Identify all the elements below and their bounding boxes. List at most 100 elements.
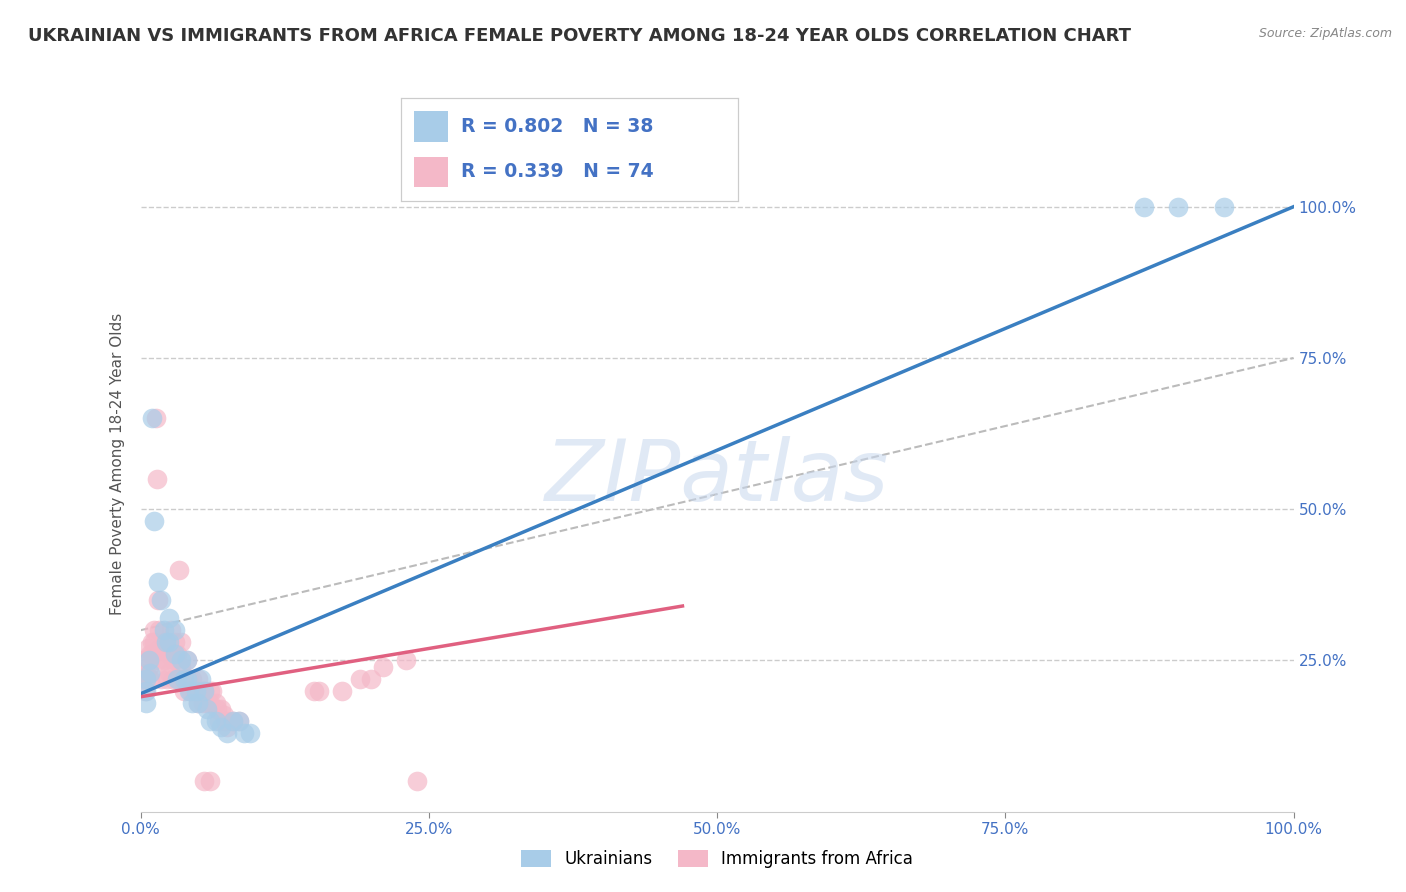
Point (159, 665, 180, 680)
Point (135, 665, 157, 680)
Point (222, 714, 245, 728)
Point (187, 672, 209, 686)
Point (308, 683, 330, 698)
Point (198, 774, 221, 789)
Point (162, 672, 184, 686)
Point (208, 714, 231, 728)
Point (181, 696, 204, 710)
Point (302, 683, 325, 698)
Point (176, 672, 198, 686)
Point (159, 648, 180, 662)
Point (145, 411, 167, 425)
Point (360, 672, 382, 686)
Point (198, 696, 221, 710)
Point (187, 696, 209, 710)
Y-axis label: Female Poverty Among 18-24 Year Olds: Female Poverty Among 18-24 Year Olds (110, 313, 125, 615)
Point (143, 514, 166, 528)
Point (176, 653, 198, 667)
Point (349, 672, 371, 686)
Point (181, 672, 204, 686)
Point (173, 672, 195, 686)
Text: UKRAINIAN VS IMMIGRANTS FROM AFRICA FEMALE POVERTY AMONG 18-24 YEAR OLDS CORRELA: UKRAINIAN VS IMMIGRANTS FROM AFRICA FEMA… (28, 27, 1130, 45)
Point (146, 593, 169, 607)
Point (371, 659, 394, 673)
Point (135, 683, 157, 698)
Point (332, 683, 354, 698)
Point (228, 714, 250, 728)
Point (155, 635, 177, 649)
Point (166, 672, 188, 686)
Point (141, 411, 163, 425)
Point (177, 672, 200, 686)
Point (165, 635, 187, 649)
Point (204, 714, 226, 728)
Point (204, 696, 226, 710)
Point (135, 696, 157, 710)
Point (139, 648, 162, 662)
Point (228, 714, 250, 728)
Point (1167, 200, 1189, 214)
Point (159, 624, 181, 638)
Point (184, 683, 207, 698)
Point (198, 714, 221, 728)
Point (152, 653, 174, 667)
Point (166, 672, 188, 686)
Point (170, 653, 193, 667)
Text: ZIPatlas: ZIPatlas (546, 436, 889, 519)
Text: R = 0.339   N = 74: R = 0.339 N = 74 (461, 162, 654, 181)
Point (132, 653, 155, 667)
Point (141, 648, 163, 662)
Point (179, 683, 201, 698)
Point (172, 672, 194, 686)
Point (148, 624, 170, 638)
Point (156, 672, 179, 686)
Point (152, 624, 174, 638)
Point (183, 683, 205, 698)
Point (135, 672, 157, 686)
Point (239, 726, 262, 740)
Point (138, 659, 160, 673)
Point (190, 672, 212, 686)
Point (170, 635, 193, 649)
Point (209, 702, 232, 716)
Point (222, 714, 245, 728)
Point (176, 653, 198, 667)
Point (143, 624, 166, 638)
Point (165, 653, 187, 667)
Point (159, 611, 180, 625)
Point (193, 774, 215, 789)
Point (197, 702, 219, 716)
Point (165, 648, 187, 662)
Point (217, 726, 239, 740)
Point (132, 672, 155, 686)
Point (205, 702, 228, 716)
Point (146, 653, 169, 667)
Point (139, 665, 162, 680)
Point (159, 635, 180, 649)
Point (167, 563, 190, 577)
Point (191, 696, 214, 710)
Point (177, 683, 200, 698)
Bar (415, 157, 449, 187)
Point (150, 672, 173, 686)
Point (197, 696, 219, 710)
Bar (415, 112, 449, 142)
Point (138, 653, 160, 667)
Point (134, 683, 156, 698)
Point (212, 707, 235, 722)
Point (193, 683, 215, 698)
Point (141, 635, 163, 649)
Point (217, 720, 239, 734)
Point (170, 659, 193, 673)
Point (190, 683, 212, 698)
Point (209, 720, 232, 734)
Point (193, 683, 215, 698)
Point (162, 653, 184, 667)
Point (201, 683, 224, 698)
Point (1132, 200, 1154, 214)
Point (155, 653, 177, 667)
Point (406, 774, 429, 789)
Point (150, 593, 173, 607)
Point (215, 714, 238, 728)
Point (173, 672, 195, 686)
